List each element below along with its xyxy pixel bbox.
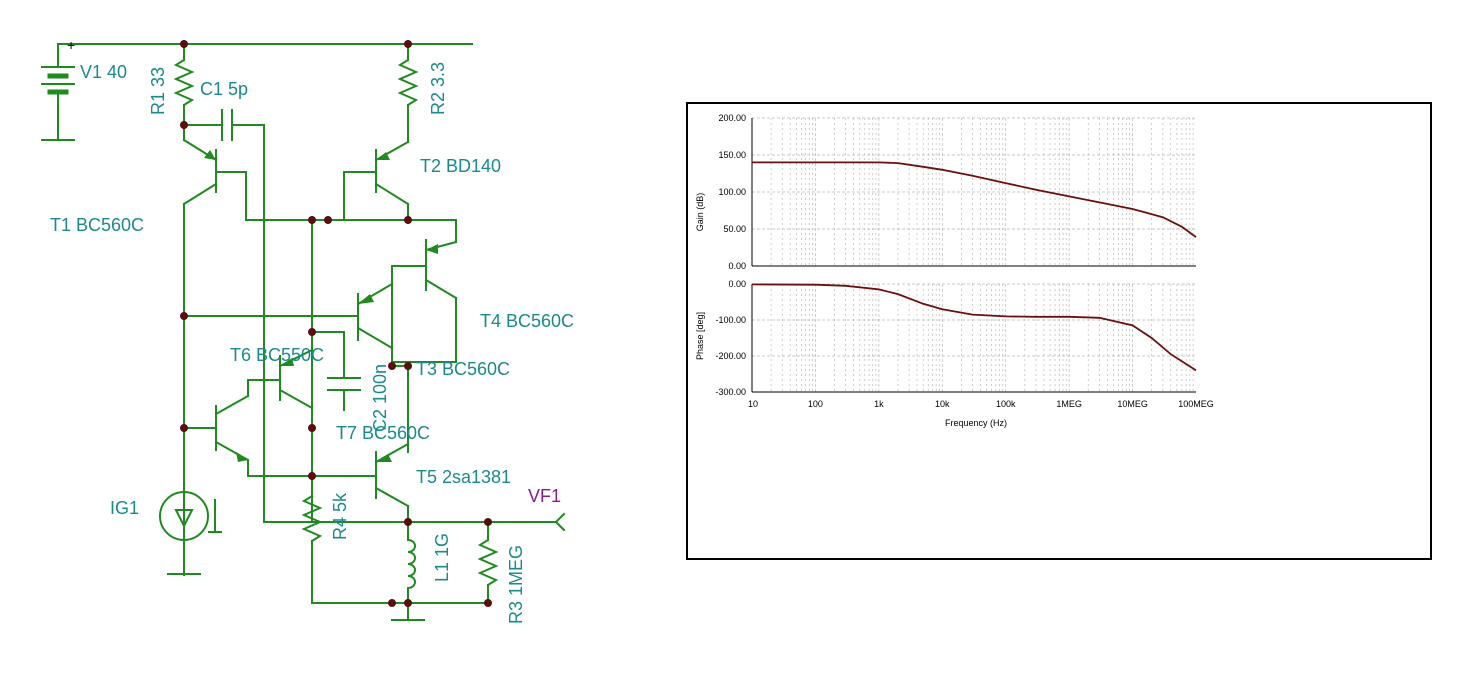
gain-y-tick-label: 50.00 xyxy=(723,224,746,234)
x-tick-label: 100MEG xyxy=(1178,399,1214,409)
label-l1: L1 1G xyxy=(432,533,452,582)
label-t5: T5 2sa1381 xyxy=(416,467,511,487)
transistor-t1 xyxy=(182,124,247,576)
phase-y-tick-label: 0.00 xyxy=(728,279,746,289)
current-source-ig1 xyxy=(159,491,222,575)
label-r1: R1 33 xyxy=(148,67,168,115)
phase-series-line xyxy=(751,283,1197,372)
x-tick-label: 100k xyxy=(996,399,1016,409)
inductor-l1 xyxy=(406,521,416,604)
label-t1: T1 BC560C xyxy=(50,215,144,235)
label-r4: R4 5k xyxy=(330,492,350,540)
gain-panel: 200.00 150.00 100.00 50.00 0.00 xyxy=(718,113,1197,271)
x-tick-label: 10MEG xyxy=(1117,399,1148,409)
resistor-r1 xyxy=(173,43,195,126)
probe-vf1 xyxy=(554,512,566,532)
bode-plot: 200.00 150.00 100.00 50.00 0.00 0.00 -100.00 -… xyxy=(695,113,1214,428)
label-t3: T3 BC560C xyxy=(416,359,510,379)
resistor-r2 xyxy=(397,43,419,143)
transistor-t2 xyxy=(343,140,410,221)
transistor-t4 xyxy=(391,239,458,363)
gain-y-tick-label: 0.00 xyxy=(728,261,746,271)
gain-y-tick-label: 200.00 xyxy=(718,113,746,123)
x-tick-label: 1MEG xyxy=(1056,399,1082,409)
phase-y-tick-label: -200.00 xyxy=(715,351,746,361)
label-r3: R3 1MEG xyxy=(506,545,526,624)
gain-axis-label: Gain (dB) xyxy=(695,193,705,232)
gain-y-tick-label: 150.00 xyxy=(718,150,746,160)
label-v1: V1 40 xyxy=(80,62,127,82)
resistor-r4 xyxy=(301,475,323,604)
capacitor-c2 xyxy=(327,331,361,411)
gain-y-tick-label: 100.00 xyxy=(718,187,746,197)
capacitor-c1 xyxy=(183,109,265,523)
x-tick-label: 100 xyxy=(808,399,823,409)
resistor-r3 xyxy=(477,521,499,604)
label-t2: T2 BD140 xyxy=(420,156,501,176)
label-c1: C1 5p xyxy=(200,79,248,99)
label-r2: R2 3.3 xyxy=(428,62,448,115)
battery-v1 xyxy=(41,66,75,141)
label-ig1: IG1 xyxy=(110,498,139,518)
x-tick-label: 10 xyxy=(748,399,758,409)
label-t7: T7 BC560C xyxy=(336,423,430,443)
phase-axis-label: Phase [deg] xyxy=(695,312,705,360)
x-tick-label: 1k xyxy=(874,399,884,409)
phase-y-tick-label: -100.00 xyxy=(715,315,746,325)
label-vf1: VF1 xyxy=(528,486,561,506)
plus-sign: + xyxy=(67,37,75,53)
label-t4: T4 BC560C xyxy=(480,311,574,331)
gain-series-line xyxy=(752,161,1197,238)
amplifier-schematic: + V1 40 R1 33 C1 5p R2 3.3 T2 BD140 T1 B… xyxy=(41,37,574,624)
phase-y-tick-label: -300.00 xyxy=(715,387,746,397)
frequency-axis-label: Frequency (Hz) xyxy=(945,418,1007,428)
transistor-t5 xyxy=(374,442,410,523)
label-t6: T6 BC550C xyxy=(230,345,324,365)
x-tick-label: 10k xyxy=(935,399,950,409)
label-c2: C2 100n xyxy=(370,364,390,432)
